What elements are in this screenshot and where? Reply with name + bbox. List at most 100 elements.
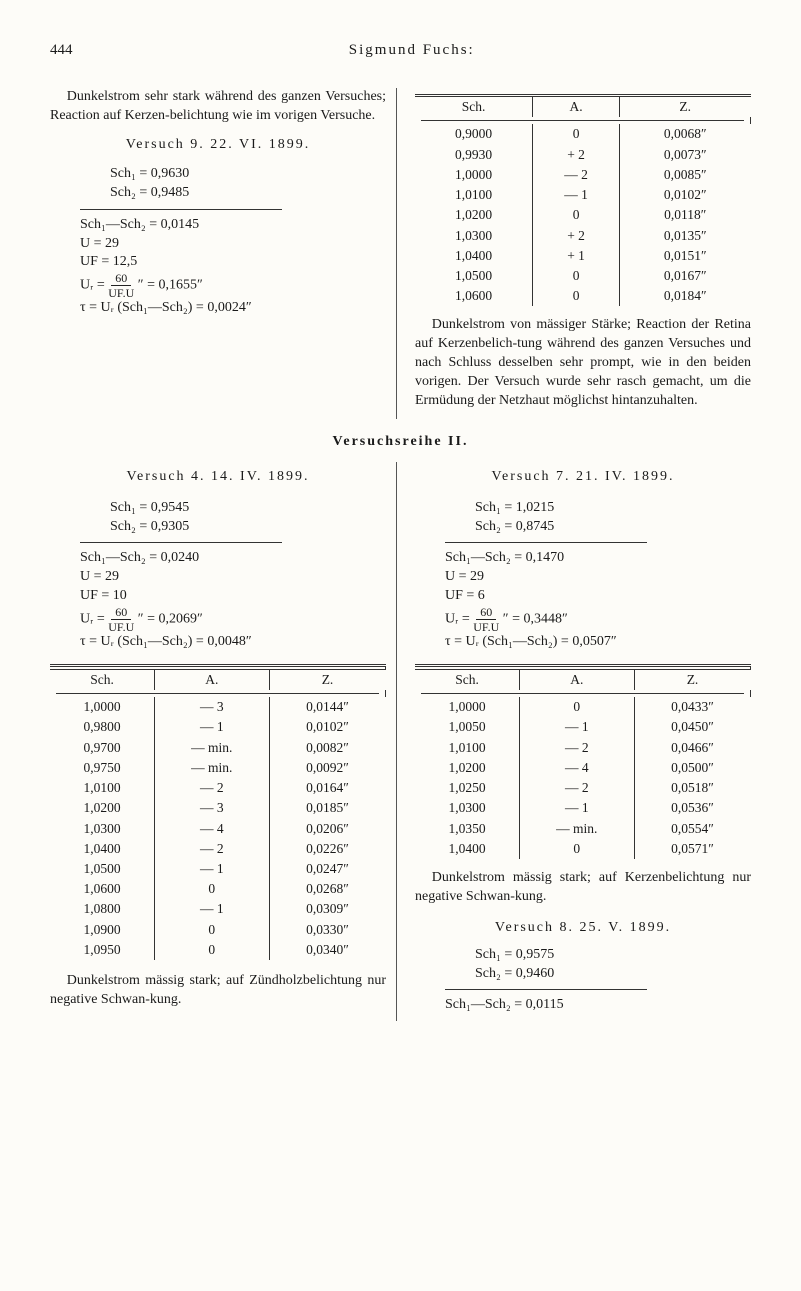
table-row: 1,0300— 10,0536″	[415, 798, 751, 818]
fraction: 60 UF.U	[108, 606, 134, 633]
eq: Sch₂ = 0,9305	[110, 518, 386, 537]
eq-pre: Uᵣ =	[445, 612, 473, 627]
table-row: 1,0400+ 10,0151″	[415, 246, 751, 266]
table-row: 1,0100— 20,0164″	[50, 778, 386, 798]
eq: Sch₁ = 1,0215	[475, 499, 751, 518]
table-cell: 1,0600	[50, 879, 155, 899]
table-cell: 0,0144″	[269, 697, 386, 717]
top-right-table: Sch.A.Z. 0,900000,0068″0,9930+ 20,0073″1…	[415, 94, 751, 306]
table-cell: 1,0000	[415, 165, 533, 185]
table-cell: 0,0518″	[634, 778, 751, 798]
frac-den: UF.U	[473, 620, 499, 633]
table-row: 1,0000— 30,0144″	[50, 697, 386, 717]
mid-left-bottom-para: Dunkelstrom mässig stark; auf Zündholzbe…	[50, 972, 386, 1010]
table-cell: 0,0092″	[269, 758, 386, 778]
frac-den: UF.U	[108, 620, 134, 633]
table-row: 1,0000— 20,0085″	[415, 165, 751, 185]
col-a: A.	[520, 670, 634, 690]
table-cell: 1,0250	[415, 778, 520, 798]
table-cell: 0,0268″	[269, 879, 386, 899]
table-cell: 0	[533, 124, 620, 144]
table-cell: 1,0500	[415, 266, 533, 286]
table-cell: 0,0102″	[619, 185, 750, 205]
eq: Sch₁ = 0,9630	[110, 165, 386, 184]
mid-left-table: Sch.A.Z. 1,0000— 30,0144″0,9800— 10,0102…	[50, 664, 386, 960]
table-cell: 1,0500	[50, 859, 155, 879]
eq: Sch₁ = 0,9575	[475, 946, 751, 965]
table-cell: 0,9930	[415, 145, 533, 165]
table-cell: 1,0200	[415, 205, 533, 225]
eq: U = 29	[80, 235, 386, 254]
mid-right-para2: Dunkelstrom mässig stark; auf Kerzenbeli…	[415, 869, 751, 907]
col-a: A.	[155, 670, 269, 690]
table-row: 1,0300— 40,0206″	[50, 819, 386, 839]
eq: τ = Uᵣ (Sch₁—Sch₂) = 0,0024″	[80, 299, 386, 318]
versuch8-heading: Versuch 8. 25. V. 1899.	[415, 919, 751, 938]
table-cell: 0,0450″	[634, 717, 751, 737]
table-cell: — 1	[155, 899, 269, 919]
table-cell: 1,0400	[415, 839, 520, 859]
eq-pre: Uᵣ =	[80, 612, 108, 627]
eq: UF = 6	[445, 587, 751, 606]
table-cell: 0,0135″	[619, 226, 750, 246]
table-cell: 1,0900	[50, 920, 155, 940]
author-header: Sigmund Fuchs:	[349, 40, 475, 60]
frac-num: 60	[476, 606, 496, 620]
table-cell: 0,0164″	[269, 778, 386, 798]
table-cell: 0,9700	[50, 738, 155, 758]
table-cell: 0	[520, 697, 634, 717]
table-cell: — 2	[520, 778, 634, 798]
table-row: 0,9930+ 20,0073″	[415, 145, 751, 165]
col-sch: Sch.	[415, 670, 520, 690]
table-cell: 1,0300	[415, 226, 533, 246]
table-row: 1,000000,0433″	[415, 697, 751, 717]
eq-post: ″ = 0,3448″	[503, 612, 568, 627]
table-cell: 1,0050	[415, 717, 520, 737]
table-cell: 1,0100	[50, 778, 155, 798]
eq-post: ″ = 0,2069″	[138, 612, 203, 627]
col-z: Z.	[269, 670, 386, 690]
table-cell: — 4	[520, 758, 634, 778]
table-row: 1,050000,0167″	[415, 266, 751, 286]
table-cell: — 3	[155, 697, 269, 717]
table-cell: 0,9800	[50, 717, 155, 737]
table-cell: 0,0068″	[619, 124, 750, 144]
table-cell: 0,0536″	[634, 798, 751, 818]
frac-num: 60	[111, 606, 131, 620]
table-row: 1,0500— 10,0247″	[50, 859, 386, 879]
table-cell: 0,0151″	[619, 246, 750, 266]
table-cell: 1,0600	[415, 286, 533, 306]
table-cell: 1,0000	[50, 697, 155, 717]
eq: Sch₂ = 0,9485	[110, 184, 386, 203]
table-cell: 0	[533, 205, 620, 225]
table-cell: — 1	[155, 859, 269, 879]
table-cell: 0,0554″	[634, 819, 751, 839]
versuch4-heading: Versuch 4. 14. IV. 1899.	[50, 468, 386, 487]
table-cell: 0,0571″	[634, 839, 751, 859]
table-row: 1,060000,0268″	[50, 879, 386, 899]
table-cell: 1,0100	[415, 185, 533, 205]
table-cell: 0,0184″	[619, 286, 750, 306]
table-cell: 1,0300	[415, 798, 520, 818]
table-row: 1,0200— 40,0500″	[415, 758, 751, 778]
table-cell: 0,0433″	[634, 697, 751, 717]
table-row: 1,040000,0571″	[415, 839, 751, 859]
col-sch: Sch.	[415, 96, 533, 118]
table-cell: + 2	[533, 145, 620, 165]
table-row: 1,020000,0118″	[415, 205, 751, 225]
table-cell: + 1	[533, 246, 620, 266]
eq: UF = 12,5	[80, 253, 386, 272]
table-cell: 1,0000	[415, 697, 520, 717]
eq: Uᵣ = 60 UF.U ″ = 0,3448″	[445, 606, 751, 633]
section2-title: Versuchsreihe II.	[50, 433, 751, 452]
table-cell: 0	[155, 920, 269, 940]
mid-right-table: Sch.A.Z. 1,000000,0433″1,0050— 10,0450″1…	[415, 664, 751, 859]
table-cell: 0,0073″	[619, 145, 750, 165]
eq-post: ″ = 0,1655″	[138, 278, 203, 293]
table-row: 0,900000,0068″	[415, 124, 751, 144]
table-row: 1,0050— 10,0450″	[415, 717, 751, 737]
table-row: 1,0300+ 20,0135″	[415, 226, 751, 246]
table-cell: — min.	[520, 819, 634, 839]
eq: Uᵣ = 60 UF.U ″ = 0,2069″	[80, 606, 386, 633]
table-cell: 0,0226″	[269, 839, 386, 859]
